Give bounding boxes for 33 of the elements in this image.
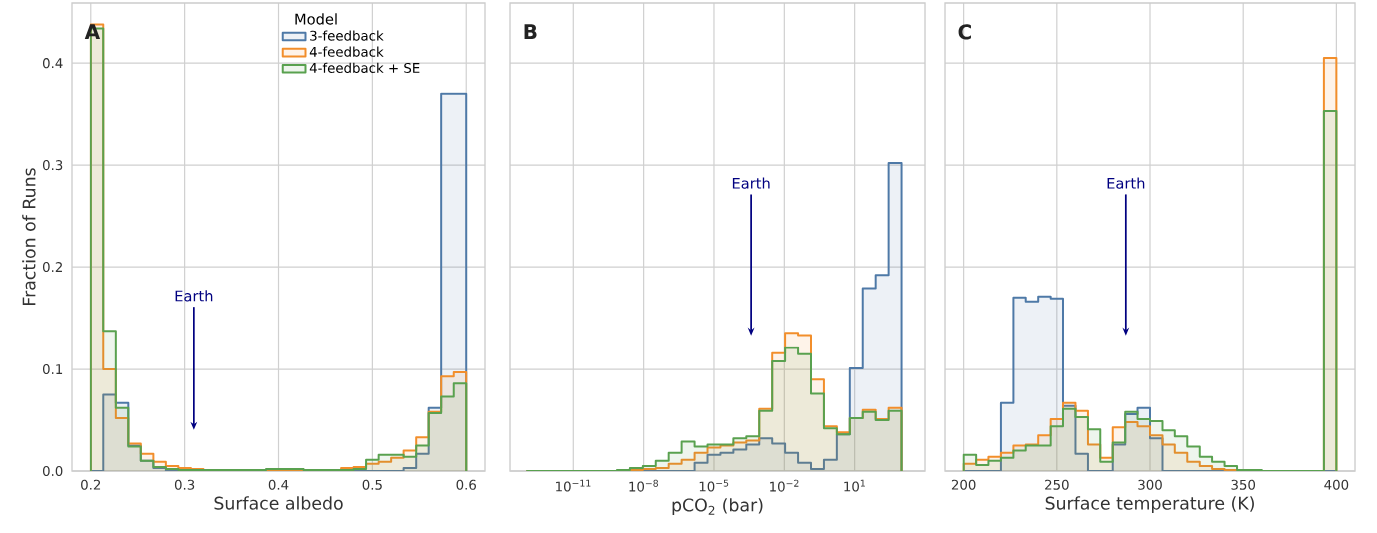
- x-axis-title: Surface albedo: [214, 496, 343, 510]
- text: B: [524, 24, 537, 39]
- y-tick-label: 0.2: [42, 262, 62, 273]
- text: C: [958, 24, 971, 40]
- x-tick-label: 0.3: [174, 479, 195, 490]
- y-tick-label: 0.0: [42, 465, 63, 477]
- x-tick-label: 0.2: [81, 479, 101, 490]
- y-axis-title: Fraction of Runs: [22, 168, 36, 305]
- legend-label: 3-feedback: [310, 30, 384, 41]
- legend-label: 4-feedback + SE: [309, 62, 420, 73]
- x-tick-label: 200: [951, 479, 976, 490]
- x-tick-label: 250: [1045, 479, 1069, 490]
- x-tick-label: 10$^{1}$: [844, 479, 865, 492]
- x-axis-title: Surface temperature (K): [1045, 496, 1254, 514]
- annotation: Earth: [1107, 177, 1145, 189]
- y-tick-label: 0.1: [42, 363, 63, 375]
- annotation: Earth: [732, 177, 770, 189]
- x-tick-label: 0.6: [456, 479, 476, 490]
- annotation: Earth: [175, 290, 213, 302]
- y-tick-label: 0.3: [42, 160, 63, 171]
- legend-label: 4-feedback: [309, 46, 384, 57]
- x-tick-label: 0.4: [268, 479, 289, 490]
- x-tick-label: 350: [1231, 479, 1256, 490]
- x-tick-label: 300: [1138, 479, 1162, 490]
- x-axis-title: pCO$_{2}$ (bar): [672, 498, 763, 515]
- x-tick-label: 10$^{−5}$: [699, 479, 729, 492]
- x-tick-label: 10$^{−2}$: [770, 479, 799, 492]
- y-tick-label: 0.4: [42, 58, 63, 69]
- legend-title: Model: [295, 13, 337, 25]
- x-tick-label: 0.5: [362, 479, 382, 490]
- x-tick-label: 400: [1324, 479, 1349, 490]
- x-tick-label: 10$^{−11}$: [556, 479, 591, 492]
- x-tick-label: 10$^{−8}$: [629, 479, 659, 492]
